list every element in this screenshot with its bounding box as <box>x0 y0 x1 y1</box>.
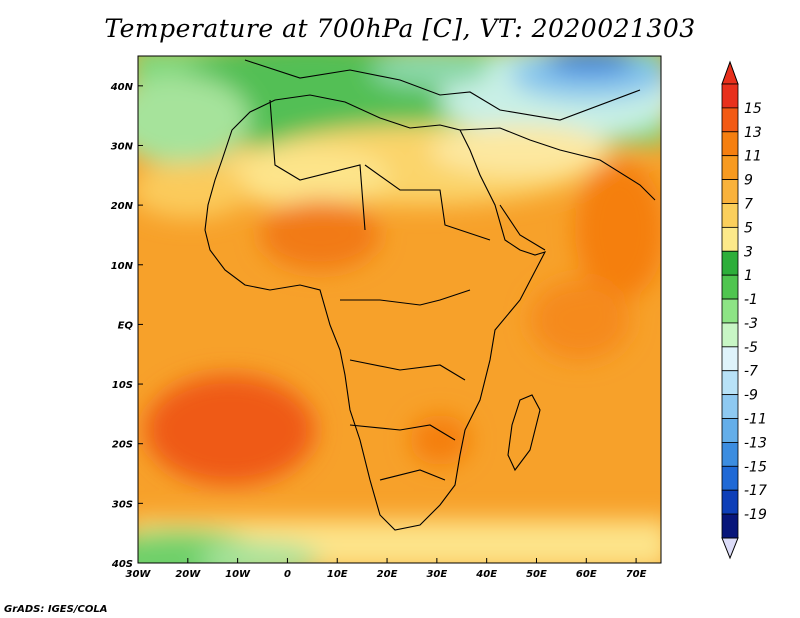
colorbar-swatch <box>721 442 739 467</box>
colorbar-label: 13 <box>744 125 762 141</box>
lon-tick-label: 10W <box>225 569 251 580</box>
colorbar-label: -15 <box>744 459 767 475</box>
lon-tick-label: 30E <box>426 569 447 580</box>
lon-tick-label: 30W <box>126 569 152 580</box>
colorbar-label: -13 <box>744 435 767 451</box>
lon-tick-label: 50E <box>526 569 547 580</box>
colorbar-swatch <box>721 107 739 133</box>
colorbar-swatch <box>721 346 739 372</box>
colorbar-top-arrow <box>721 60 739 85</box>
lon-tick-label: 10E <box>327 569 348 580</box>
colorbar-swatch <box>721 489 739 515</box>
colorbar-swatch <box>721 83 739 109</box>
lon-tick-label: 60E <box>576 569 597 580</box>
colorbar-swatch <box>721 322 739 348</box>
colorbar-label: 15 <box>744 101 762 117</box>
colorbar-label: -1 <box>744 292 758 308</box>
colorbar-swatch <box>721 250 739 276</box>
colorbar-label: -7 <box>744 364 758 380</box>
longitude-axis: 30W 20W 10W 0 10E 20E 30E 40E 50E 60E 70E <box>126 558 647 580</box>
colorbar-swatch <box>721 274 739 300</box>
colorbar-swatch <box>721 370 739 396</box>
lat-tick-label: EQ <box>118 320 134 331</box>
colorbar-label: -5 <box>744 340 758 356</box>
coastlines <box>204 59 656 531</box>
lat-tick-label: 20S <box>112 440 133 451</box>
colorbar-label: 9 <box>744 173 753 189</box>
colorbar-label: 3 <box>744 244 753 260</box>
colorbar-swatch <box>721 131 739 157</box>
colorbar-swatch <box>721 418 739 443</box>
colorbar-label: 11 <box>744 149 762 165</box>
lon-tick-label: 0 <box>284 569 291 580</box>
lon-tick-label: 20W <box>175 569 201 580</box>
colorbar-swatch <box>721 179 739 204</box>
colorbar-swatch <box>721 394 739 419</box>
colorbar-swatch <box>721 203 739 228</box>
colorbar-swatch <box>721 298 739 324</box>
colorbar-label: 5 <box>744 220 753 236</box>
lat-tick-label: 10S <box>112 380 133 391</box>
colorbar-label: -9 <box>744 388 758 404</box>
colorbar-label: -17 <box>744 483 767 499</box>
lon-tick-label: 40E <box>475 569 497 580</box>
colorbar-swatch <box>721 226 739 252</box>
colorbar-label: -3 <box>744 316 758 332</box>
lat-tick-label: 20N <box>111 201 134 212</box>
colorbar-swatch <box>721 513 739 539</box>
lat-tick-label: 30N <box>111 141 134 152</box>
lat-tick-label: 40N <box>110 82 134 93</box>
map-title: Temperature at 700hPa [C], VT: 202002130… <box>104 14 696 43</box>
colorbar-label: -19 <box>744 507 767 523</box>
grads-credit: GrADS: IGES/COLA <box>4 604 108 615</box>
temperature-field <box>138 56 661 563</box>
colorbar: 15 13 11 9 7 5 3 1 -1 -3 -5 -7 -9 -11 -13 -15 -17 -19 <box>721 60 767 560</box>
latitude-axis: 40N 30N 20N 10N EQ 10S 20S 30S 40S <box>110 82 143 570</box>
colorbar-label: -11 <box>744 412 767 428</box>
lon-tick-label: 20E <box>377 569 398 580</box>
map-frame <box>137 55 662 564</box>
lat-tick-label: 30S <box>112 499 133 510</box>
lon-tick-label: 70E <box>626 569 647 580</box>
colorbar-label: 1 <box>744 268 753 284</box>
lat-tick-label: 10N <box>111 261 134 272</box>
lat-tick-label: 40S <box>111 559 133 570</box>
colorbar-bottom-arrow <box>721 537 739 560</box>
colorbar-swatch <box>721 465 739 491</box>
colorbar-label: 7 <box>744 196 753 212</box>
colorbar-swatch <box>721 155 739 180</box>
